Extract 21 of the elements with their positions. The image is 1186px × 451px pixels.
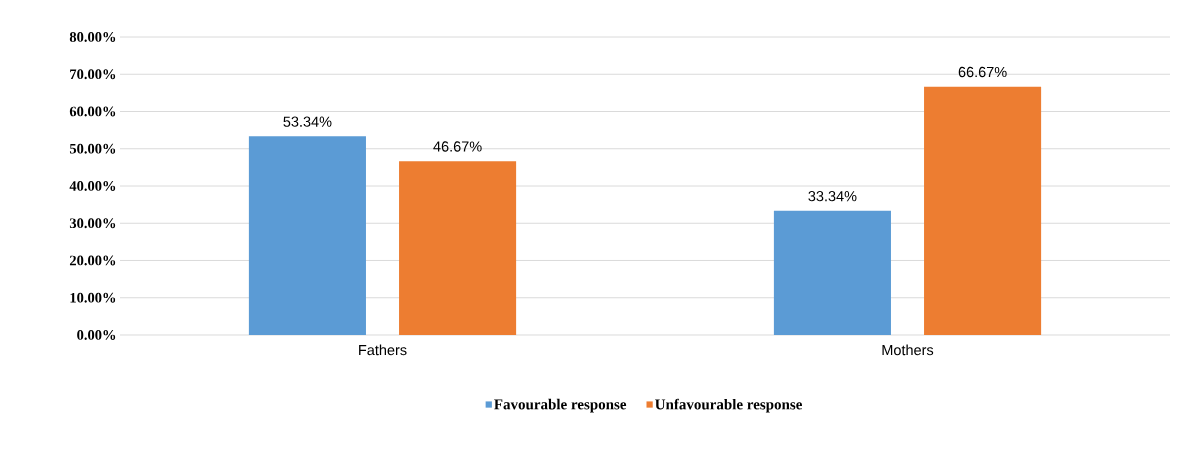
y-tick-label: 30.00%: [69, 218, 116, 229]
y-tick-label: 20.00%: [69, 255, 116, 266]
x-tick-label: Fathers: [359, 344, 407, 356]
legend-label: Favourable response: [494, 398, 627, 413]
data-label: 46.67%: [433, 141, 482, 152]
data-label: 53.34%: [283, 116, 332, 127]
y-tick-label: 60.00%: [69, 106, 116, 117]
bar: [399, 161, 517, 335]
bar: [248, 136, 366, 335]
x-tick-label: Mothers: [882, 344, 934, 356]
y-tick-label: 80.00%: [69, 32, 116, 42]
data-label: 66.67%: [958, 66, 1007, 78]
y-tick-label: 0.00%: [77, 330, 116, 340]
legend-label: Unfavourable response: [655, 398, 802, 413]
data-label: 33.34%: [808, 191, 857, 202]
y-tick-label: 70.00%: [70, 69, 116, 80]
y-tick-label: 40.00%: [69, 181, 116, 191]
bar: [773, 210, 891, 335]
y-tick-label: 50.00%: [69, 143, 116, 154]
y-tick-label: 10.00%: [70, 292, 116, 303]
bar: [924, 86, 1042, 335]
